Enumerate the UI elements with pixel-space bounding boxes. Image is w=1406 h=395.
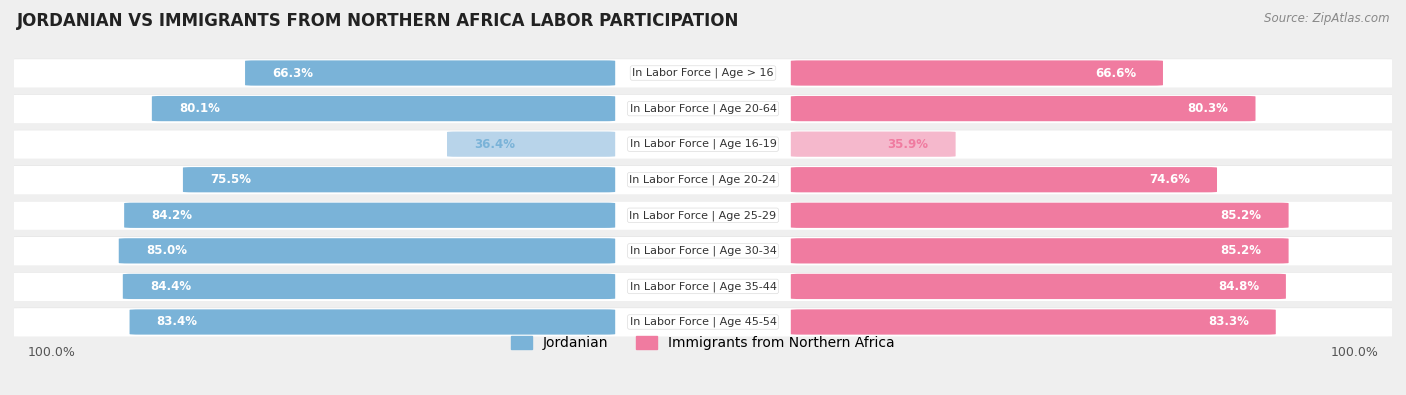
Text: 85.2%: 85.2%	[1220, 245, 1261, 258]
FancyBboxPatch shape	[7, 166, 1399, 194]
Text: In Labor Force | Age 16-19: In Labor Force | Age 16-19	[630, 139, 776, 149]
Text: In Labor Force | Age 20-24: In Labor Force | Age 20-24	[630, 175, 776, 185]
Text: 85.0%: 85.0%	[146, 245, 187, 258]
FancyBboxPatch shape	[7, 237, 1399, 265]
FancyBboxPatch shape	[7, 308, 1399, 337]
Text: In Labor Force | Age 25-29: In Labor Force | Age 25-29	[630, 210, 776, 220]
Text: 35.9%: 35.9%	[887, 137, 928, 150]
Text: 75.5%: 75.5%	[209, 173, 250, 186]
Text: 84.8%: 84.8%	[1218, 280, 1258, 293]
FancyBboxPatch shape	[129, 309, 616, 335]
FancyBboxPatch shape	[790, 309, 1275, 335]
FancyBboxPatch shape	[118, 238, 616, 263]
FancyBboxPatch shape	[790, 167, 1218, 192]
FancyBboxPatch shape	[7, 201, 1399, 230]
Text: 74.6%: 74.6%	[1149, 173, 1189, 186]
FancyBboxPatch shape	[7, 166, 1399, 194]
Text: In Labor Force | Age 30-34: In Labor Force | Age 30-34	[630, 246, 776, 256]
Text: 80.1%: 80.1%	[179, 102, 219, 115]
FancyBboxPatch shape	[7, 272, 1399, 301]
Text: In Labor Force | Age 45-54: In Labor Force | Age 45-54	[630, 317, 776, 327]
FancyBboxPatch shape	[7, 273, 1399, 301]
FancyBboxPatch shape	[447, 132, 616, 157]
Text: 83.4%: 83.4%	[156, 316, 198, 329]
Text: 80.3%: 80.3%	[1188, 102, 1229, 115]
FancyBboxPatch shape	[7, 308, 1399, 336]
FancyBboxPatch shape	[790, 132, 956, 157]
Text: JORDANIAN VS IMMIGRANTS FROM NORTHERN AFRICA LABOR PARTICIPATION: JORDANIAN VS IMMIGRANTS FROM NORTHERN AF…	[17, 12, 740, 30]
Text: 36.4%: 36.4%	[474, 137, 515, 150]
FancyBboxPatch shape	[7, 94, 1399, 123]
FancyBboxPatch shape	[790, 60, 1163, 86]
Text: In Labor Force | Age 20-64: In Labor Force | Age 20-64	[630, 103, 776, 114]
FancyBboxPatch shape	[7, 201, 1399, 229]
Text: 84.4%: 84.4%	[150, 280, 191, 293]
FancyBboxPatch shape	[7, 95, 1399, 123]
FancyBboxPatch shape	[790, 274, 1286, 299]
FancyBboxPatch shape	[124, 203, 616, 228]
Text: Source: ZipAtlas.com: Source: ZipAtlas.com	[1264, 12, 1389, 25]
Text: In Labor Force | Age 35-44: In Labor Force | Age 35-44	[630, 281, 776, 292]
FancyBboxPatch shape	[790, 203, 1289, 228]
FancyBboxPatch shape	[183, 167, 616, 192]
FancyBboxPatch shape	[7, 59, 1399, 87]
FancyBboxPatch shape	[7, 130, 1399, 158]
Text: 66.3%: 66.3%	[273, 66, 314, 79]
Text: 84.2%: 84.2%	[152, 209, 193, 222]
FancyBboxPatch shape	[245, 60, 616, 86]
FancyBboxPatch shape	[152, 96, 616, 121]
Text: In Labor Force | Age > 16: In Labor Force | Age > 16	[633, 68, 773, 78]
Text: 85.2%: 85.2%	[1220, 209, 1261, 222]
Legend: Jordanian, Immigrants from Northern Africa: Jordanian, Immigrants from Northern Afri…	[506, 331, 900, 356]
FancyBboxPatch shape	[790, 238, 1289, 263]
FancyBboxPatch shape	[122, 274, 616, 299]
FancyBboxPatch shape	[7, 59, 1399, 88]
FancyBboxPatch shape	[7, 130, 1399, 159]
FancyBboxPatch shape	[7, 237, 1399, 265]
Text: 83.3%: 83.3%	[1208, 316, 1249, 329]
FancyBboxPatch shape	[790, 96, 1256, 121]
Text: 100.0%: 100.0%	[1330, 346, 1378, 359]
Text: 66.6%: 66.6%	[1095, 66, 1136, 79]
Text: 100.0%: 100.0%	[28, 346, 76, 359]
